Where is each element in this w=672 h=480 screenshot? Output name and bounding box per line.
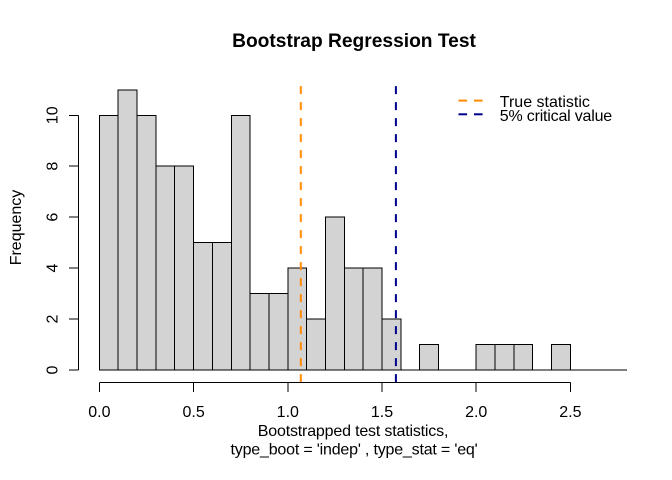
svg-text:4: 4 (45, 264, 62, 273)
svg-text:Bootstrap Regression Test: Bootstrap Regression Test (232, 31, 476, 52)
svg-text:0: 0 (45, 365, 62, 374)
svg-text:1.0: 1.0 (277, 404, 299, 421)
svg-text:Bootstrapped test statistics,: Bootstrapped test statistics, (258, 423, 448, 440)
svg-text:type_boot = 'indep' , type_sta: type_boot = 'indep' , type_stat = 'eq' (231, 442, 478, 459)
svg-text:2.5: 2.5 (559, 404, 581, 421)
svg-text:10: 10 (45, 106, 62, 124)
svg-text:2.0: 2.0 (465, 404, 487, 421)
svg-text:True statistic: True statistic (500, 94, 590, 111)
svg-text:0.5: 0.5 (182, 404, 204, 421)
svg-text:5% critical value: 5% critical value (500, 108, 613, 125)
svg-text:6: 6 (45, 213, 62, 222)
svg-text:2: 2 (45, 315, 62, 324)
svg-text:8: 8 (45, 162, 62, 171)
svg-text:0.0: 0.0 (88, 404, 110, 421)
svg-text:1.5: 1.5 (371, 404, 393, 421)
svg-text:Frequency: Frequency (8, 190, 25, 266)
